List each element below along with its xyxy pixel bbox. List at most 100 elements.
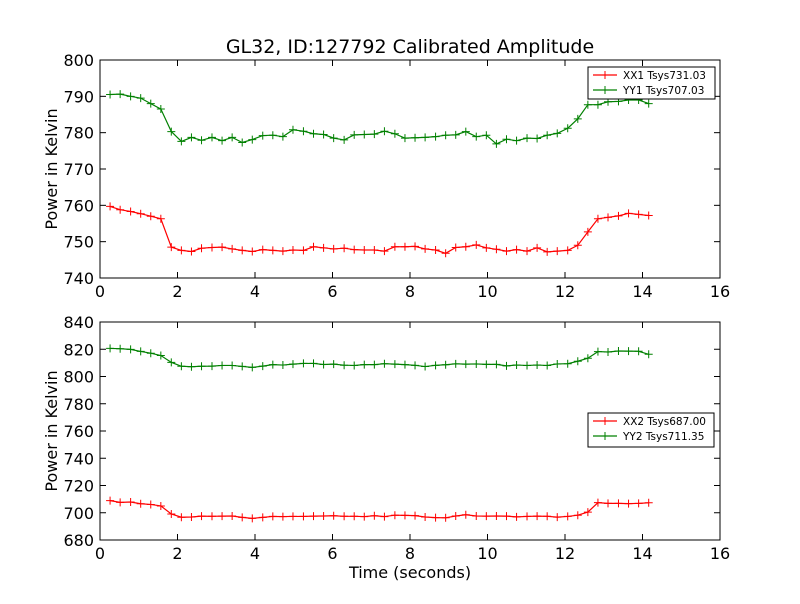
data-point — [380, 247, 389, 256]
data-point — [624, 347, 633, 356]
data-point — [604, 499, 613, 508]
data-point — [472, 512, 481, 521]
legend-marker — [601, 417, 609, 425]
data-point — [563, 512, 572, 521]
data-point — [431, 513, 440, 522]
data-point — [644, 211, 653, 220]
y-tick-label: 790 — [63, 87, 94, 106]
data-point — [400, 134, 409, 143]
data-point — [329, 511, 338, 520]
data-point — [197, 362, 206, 371]
data-point — [116, 344, 125, 353]
data-point — [533, 134, 542, 143]
data-point — [593, 498, 602, 507]
data-point — [390, 242, 399, 251]
data-point — [411, 361, 420, 370]
data-point — [380, 512, 389, 521]
x-tick-label: 14 — [632, 282, 652, 301]
data-point — [106, 90, 115, 99]
legend-label: YY1 Tsys707.03 — [622, 85, 704, 97]
data-point — [553, 129, 562, 138]
data-point — [614, 347, 623, 356]
data-point — [187, 362, 196, 371]
data-point — [380, 127, 389, 136]
data-point — [248, 363, 257, 372]
data-point — [644, 498, 653, 507]
data-point — [370, 360, 379, 369]
data-point — [634, 499, 643, 508]
data-point — [461, 127, 470, 136]
legend-marker — [601, 71, 609, 79]
data-point — [319, 512, 328, 521]
data-point — [553, 513, 562, 522]
data-point — [187, 512, 196, 521]
data-point — [177, 246, 186, 255]
data-point — [553, 247, 562, 256]
data-point — [238, 246, 247, 255]
data-point — [146, 349, 155, 358]
x-tick-label: 14 — [632, 544, 652, 563]
data-point — [533, 512, 542, 521]
data-point — [573, 511, 582, 520]
data-point — [167, 127, 176, 136]
data-point — [533, 361, 542, 370]
data-point — [197, 244, 206, 253]
y-tick-label: 800 — [63, 368, 94, 387]
data-point — [197, 136, 206, 145]
data-point — [482, 131, 491, 140]
x-axis-label: Time (seconds) — [348, 563, 471, 582]
data-point — [309, 359, 318, 368]
data-point — [451, 130, 460, 139]
data-point — [533, 243, 542, 252]
x-tick-label: 0 — [95, 544, 105, 563]
data-point — [126, 92, 135, 101]
data-point — [634, 347, 643, 356]
legend-marker — [601, 432, 609, 440]
x-tick-label: 2 — [172, 282, 182, 301]
y-tick-label: 720 — [63, 477, 94, 496]
data-point — [472, 132, 481, 141]
data-point — [461, 360, 470, 369]
data-point — [451, 243, 460, 252]
data-point — [390, 129, 399, 138]
data-point — [482, 360, 491, 369]
data-point — [461, 242, 470, 251]
data-point — [126, 497, 135, 506]
data-point — [156, 105, 165, 114]
data-point — [441, 513, 450, 522]
data-point — [268, 131, 277, 140]
x-tick-label: 16 — [710, 544, 730, 563]
data-point — [411, 242, 420, 251]
data-point — [309, 129, 318, 138]
data-point — [543, 247, 552, 256]
data-point — [228, 512, 237, 521]
figure-title: GL32, ID:127792 Calibrated Amplitude — [226, 36, 594, 58]
x-tick-label: 16 — [710, 282, 730, 301]
data-point — [543, 512, 552, 521]
data-point — [329, 134, 338, 143]
data-point — [238, 138, 247, 147]
legend-marker — [601, 86, 609, 94]
x-tick-label: 2 — [172, 544, 182, 563]
x-tick-label: 8 — [405, 544, 415, 563]
data-point — [218, 512, 227, 521]
data-point — [502, 135, 511, 144]
data-point — [106, 344, 115, 353]
data-point — [370, 130, 379, 139]
data-point — [136, 94, 145, 103]
data-point — [492, 245, 501, 254]
y-tick-label: 820 — [63, 340, 94, 359]
data-point — [502, 512, 511, 521]
data-point — [492, 139, 501, 148]
data-point — [258, 131, 267, 140]
data-point — [492, 360, 501, 369]
data-point — [583, 354, 592, 363]
data-point — [421, 133, 430, 142]
y-tick-label: 680 — [63, 531, 94, 550]
data-point — [299, 246, 308, 255]
data-point — [583, 100, 592, 109]
data-point — [472, 359, 481, 368]
data-point — [523, 134, 532, 143]
data-point — [340, 512, 349, 521]
